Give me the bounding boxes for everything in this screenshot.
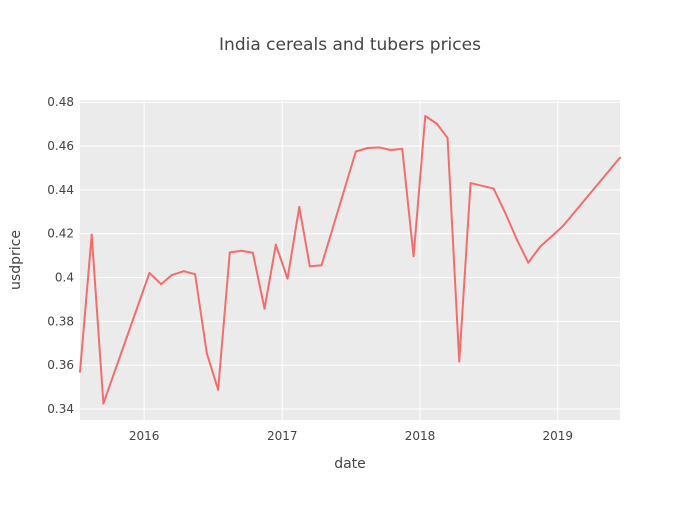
data-point (354, 150, 357, 153)
data-point (240, 249, 243, 252)
y-axis-ticks: 0.34 0.36 0.38 0.4 0.42 0.44 0.46 0.48 (47, 95, 74, 416)
y-tick-label: 0.4 (55, 271, 74, 285)
data-point (171, 273, 174, 276)
series-group (79, 115, 621, 405)
data-point (228, 251, 231, 254)
data-point (263, 307, 266, 310)
data-point (298, 205, 301, 208)
y-tick-label: 0.46 (47, 139, 74, 153)
data-point (469, 182, 472, 185)
data-point (182, 270, 185, 273)
data-point (458, 360, 461, 363)
data-point (90, 233, 93, 236)
data-point (102, 402, 105, 405)
data-point (320, 264, 323, 267)
data-point (217, 388, 220, 391)
data-point (286, 277, 289, 280)
y-tick-label: 0.38 (47, 314, 74, 328)
data-point (79, 370, 81, 373)
data-point (251, 251, 254, 254)
data-point (492, 187, 495, 190)
y-axis-title: usdprice (8, 230, 24, 290)
x-axis-ticks: 2016 2017 2018 2019 (129, 429, 573, 443)
y-tick-label: 0.34 (47, 402, 74, 416)
data-point (205, 352, 208, 355)
x-axis-title: date (334, 456, 366, 472)
y-tick-label: 0.44 (47, 183, 74, 197)
data-point (412, 255, 415, 258)
y-tick-label: 0.48 (47, 95, 74, 109)
data-point (194, 273, 197, 276)
y-tick-label: 0.36 (47, 358, 74, 372)
data-point (619, 156, 621, 159)
data-point (527, 261, 530, 264)
data-point (389, 148, 392, 151)
data-point (515, 238, 518, 241)
plot-area (80, 100, 620, 420)
data-point (562, 225, 565, 228)
data-point (308, 265, 311, 268)
data-point (504, 211, 507, 214)
data-point (446, 136, 449, 139)
x-tick-label: 2018 (405, 429, 436, 443)
data-point (539, 245, 541, 248)
data-point (378, 146, 381, 149)
y-tick-label: 0.42 (47, 227, 74, 241)
data-point (401, 147, 404, 150)
data-point (435, 122, 438, 125)
data-point (160, 283, 163, 286)
data-point (148, 271, 151, 274)
x-tick-label: 2019 (542, 429, 573, 443)
x-tick-label: 2016 (129, 429, 160, 443)
data-point (366, 147, 369, 149)
data-point (274, 243, 277, 246)
chart-title: India cereals and tubers prices (219, 35, 481, 55)
data-point (424, 115, 427, 117)
x-tick-label: 2017 (267, 429, 298, 443)
